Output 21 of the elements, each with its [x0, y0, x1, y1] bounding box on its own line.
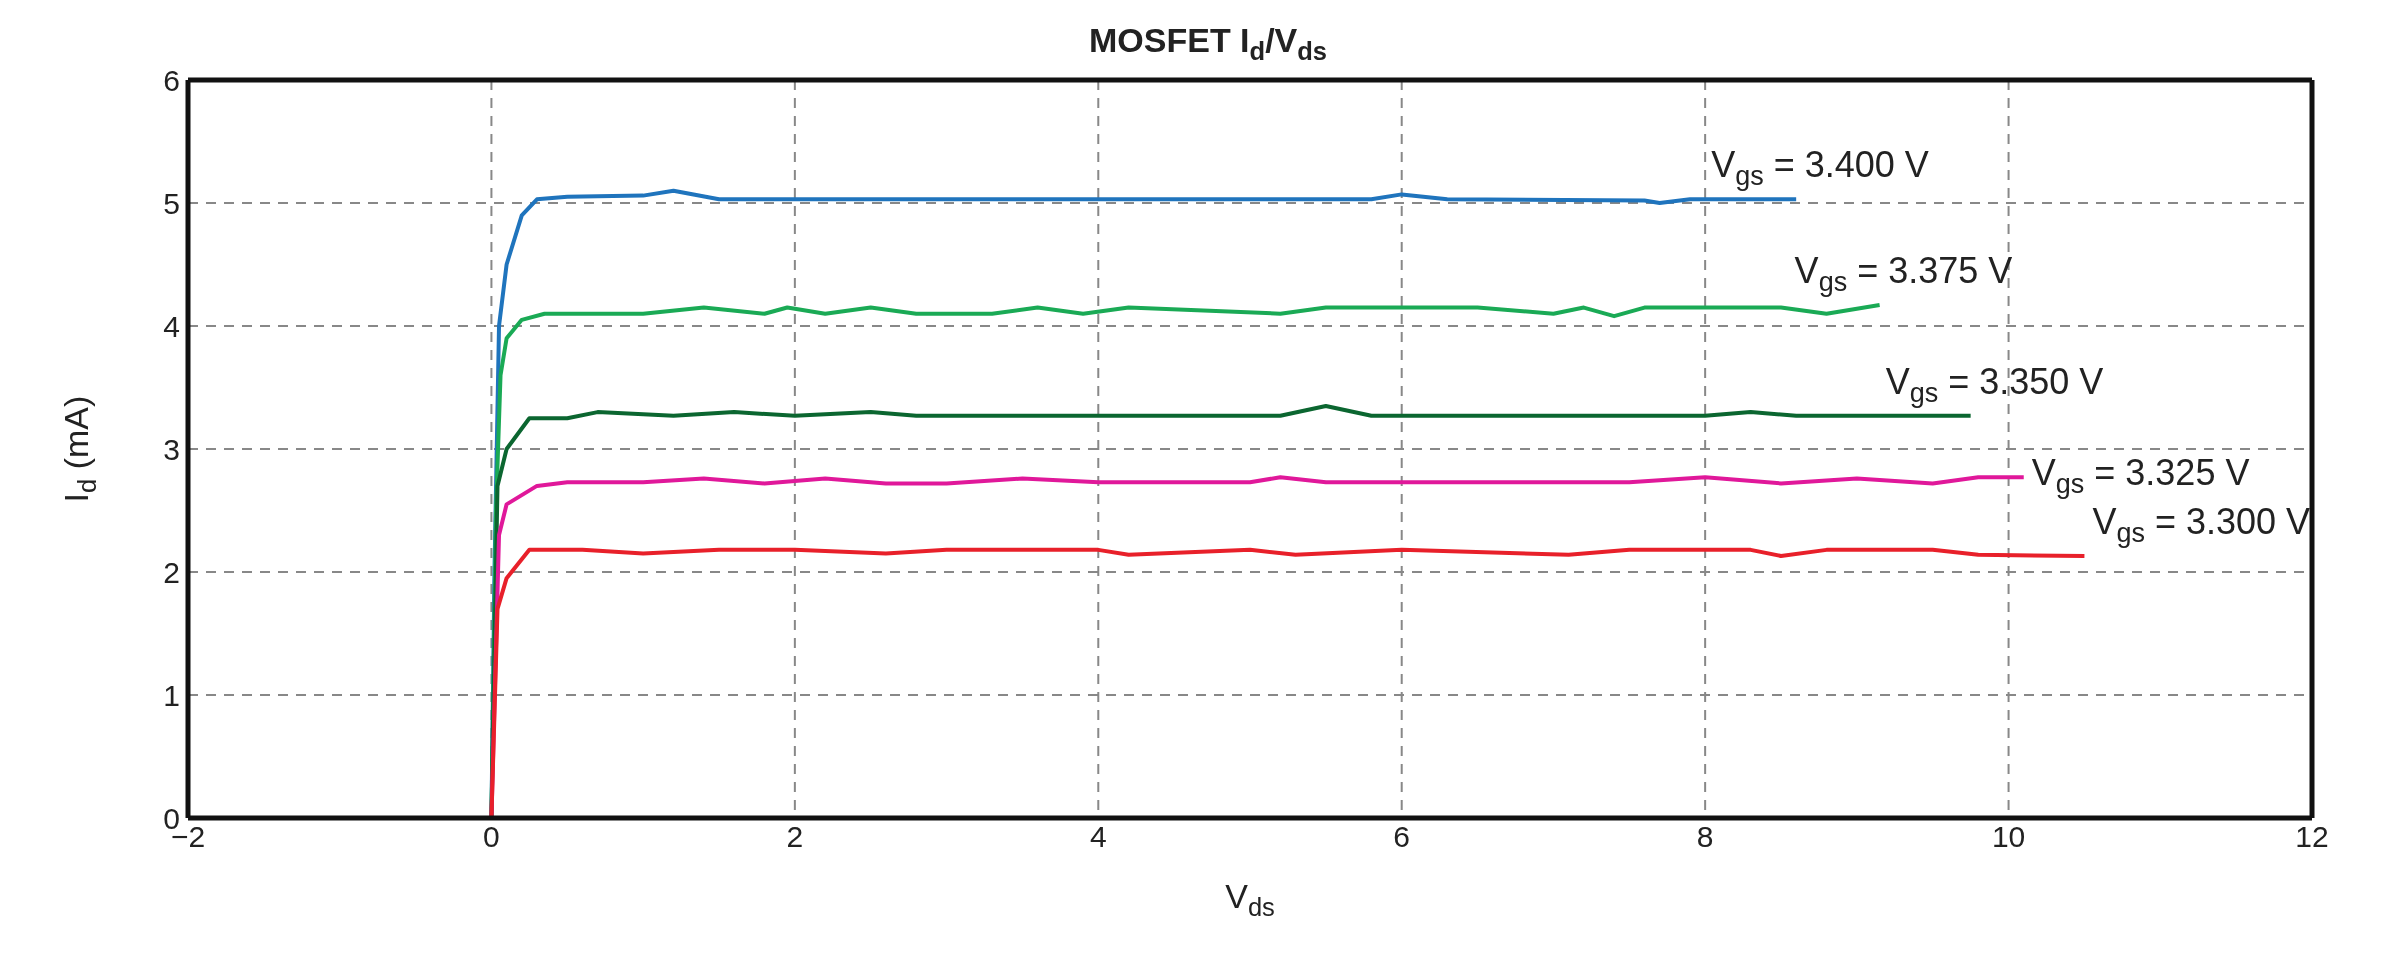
x-axis-title: V$_{ds}$	[1225, 877, 1275, 921]
series-label: V$_{gs}$ = 3.325 V	[2031, 452, 2250, 500]
x-tick-label: 2	[786, 820, 804, 854]
y-tick-label: 3	[163, 432, 180, 466]
line-series	[489, 547, 2087, 818]
y-tick-label: 6	[163, 63, 180, 97]
x-tick-label: 12	[2295, 820, 2329, 854]
x-tick-label: 10	[1991, 820, 2026, 854]
chart-title: MOSFET I$_{d}$/V$_{ds}$	[1088, 21, 1328, 65]
x-tick-label: 6	[1393, 820, 1411, 854]
y-tick-label: 1	[163, 678, 180, 712]
x-tick-label: 0	[483, 820, 500, 854]
series-label: V$_{gs}$ = 3.375 V	[1794, 250, 2013, 298]
y-tick-label: 5	[163, 186, 180, 220]
x-tick-label: 8	[1696, 820, 1714, 854]
series-label: V$_{gs}$ = 3.400 V	[1711, 144, 1929, 192]
y-tick-label: 2	[163, 555, 180, 589]
x-tick-label: 4	[1089, 820, 1107, 854]
series-label: V$_{gs}$ = 3.300 V	[2092, 501, 2311, 549]
y-tick-label: 4	[163, 309, 180, 343]
series-label: V$_{gs}$ = 3.350 V	[1885, 360, 2104, 408]
